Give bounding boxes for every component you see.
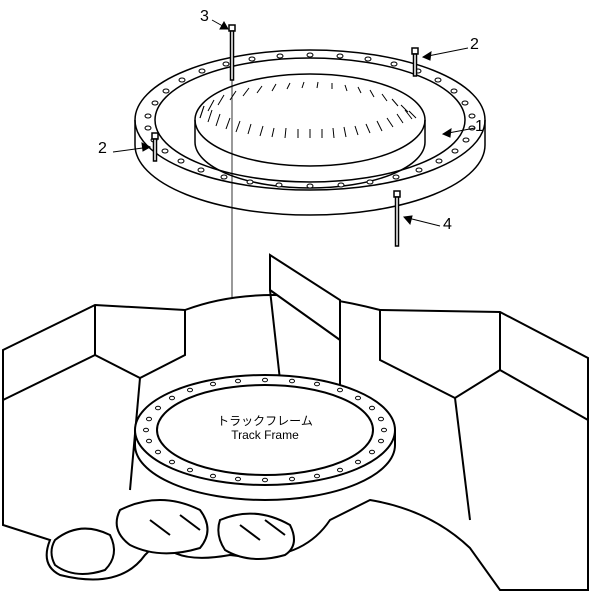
bolt-2a — [412, 48, 418, 76]
swing-circle — [135, 50, 485, 215]
callout-4: 4 — [443, 216, 452, 234]
callout-3: 3 — [200, 8, 209, 26]
callout-2b: 2 — [98, 140, 107, 158]
track-frame-label: トラックフレーム Track Frame — [215, 414, 315, 443]
track-frame-label-en: Track Frame — [215, 428, 315, 442]
callout-2a: 2 — [470, 36, 479, 54]
diagram-svg — [0, 0, 593, 592]
bolt-4 — [394, 191, 400, 246]
bolt-3 — [229, 25, 235, 80]
bolt-2b — [152, 133, 158, 161]
track-frame-label-jp: トラックフレーム — [215, 414, 315, 428]
callout-1: 1 — [475, 118, 484, 136]
diagram-container: 1 2 2 3 4 トラックフレーム Track Frame — [0, 0, 593, 592]
